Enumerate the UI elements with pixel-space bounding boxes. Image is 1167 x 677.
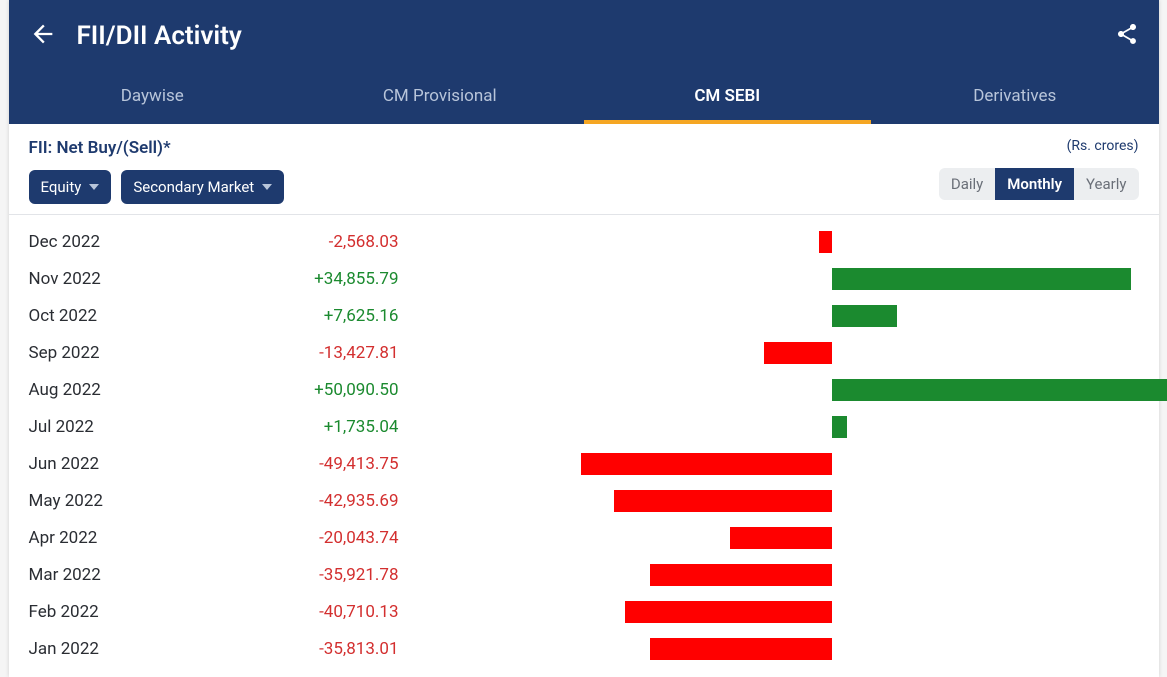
bar [832,268,1131,290]
chevron-down-icon [262,184,272,190]
row-label: Jun 2022 [29,454,199,474]
bar-cell [409,564,1139,586]
data-table: Dec 2022-2,568.03Nov 2022+34,855.79Oct 2… [9,214,1159,667]
bar-cell [409,342,1139,364]
row-value: -35,921.78 [199,565,409,585]
row-label: May 2022 [29,491,199,511]
bar-cell [409,453,1139,475]
bar-cell [409,527,1139,549]
table-row: Jun 2022-49,413.75 [29,445,1139,482]
bar [625,601,831,623]
table-row: Aug 2022+50,090.50 [29,371,1139,408]
section-title: FII: Net Buy/(Sell)* [29,138,285,158]
tab-label: Derivatives [973,86,1056,106]
row-value: -20,043.74 [199,528,409,548]
row-value: +34,855.79 [199,269,409,289]
row-value: +1,735.04 [199,417,409,437]
row-label: Jul 2022 [29,417,199,437]
period-daily[interactable]: Daily [939,168,995,200]
table-row: Apr 2022-20,043.74 [29,519,1139,556]
table-row: Dec 2022-2,568.03 [29,223,1139,260]
back-icon[interactable] [29,20,57,52]
bar [614,490,832,512]
row-label: Nov 2022 [29,269,199,289]
row-label: Aug 2022 [29,380,199,400]
bar [581,453,832,475]
tabs: Daywise CM Provisional CM SEBI Derivatives [9,72,1159,124]
tab-label: CM Provisional [383,86,497,106]
bar-cell [409,416,1139,438]
row-value: +50,090.50 [199,380,409,400]
bar [764,342,832,364]
row-value: -49,413.75 [199,454,409,474]
row-value: +7,625.16 [199,306,409,326]
category-dropdown-label: Equity [41,178,82,196]
table-row: Oct 2022+7,625.16 [29,297,1139,334]
market-dropdown[interactable]: Secondary Market [121,170,284,204]
bar-cell [409,638,1139,660]
share-icon[interactable] [1115,22,1139,50]
period-monthly[interactable]: Monthly [995,168,1074,200]
table-row: Nov 2022+34,855.79 [29,260,1139,297]
period-toggle: DailyMonthlyYearly [939,168,1139,200]
bar-cell [409,231,1139,253]
tab-daywise[interactable]: Daywise [9,72,297,124]
table-row: Jul 2022+1,735.04 [29,408,1139,445]
bar-cell [409,305,1139,327]
row-value: -2,568.03 [199,232,409,252]
row-label: Sep 2022 [29,343,199,363]
tab-cm-sebi[interactable]: CM SEBI [584,72,872,124]
bar-cell [409,490,1139,512]
header: FII/DII Activity [9,0,1159,72]
row-label: Jan 2022 [29,639,199,659]
bar-cell [409,268,1139,290]
row-value: -40,710.13 [199,602,409,622]
bar [819,231,832,253]
bar [650,564,832,586]
period-yearly[interactable]: Yearly [1074,168,1138,200]
tab-label: Daywise [121,86,184,106]
bar-cell [409,379,1139,401]
market-dropdown-label: Secondary Market [133,178,254,196]
table-row: Mar 2022-35,921.78 [29,556,1139,593]
tab-label: CM SEBI [694,86,760,106]
unit-label: (Rs. crores) [939,138,1139,154]
table-row: Sep 2022-13,427.81 [29,334,1139,371]
category-dropdown[interactable]: Equity [29,170,112,204]
chevron-down-icon [89,184,99,190]
row-value: -42,935.69 [199,491,409,511]
table-row: Feb 2022-40,710.13 [29,593,1139,630]
row-label: Oct 2022 [29,306,199,326]
bar [730,527,832,549]
bar-cell [409,601,1139,623]
table-row: May 2022-42,935.69 [29,482,1139,519]
tab-derivatives[interactable]: Derivatives [871,72,1159,124]
row-label: Feb 2022 [29,602,199,622]
bar [832,305,897,327]
table-row: Jan 2022-35,813.01 [29,630,1139,667]
bar [650,638,832,660]
row-value: -13,427.81 [199,343,409,363]
row-label: Dec 2022 [29,232,199,252]
row-label: Mar 2022 [29,565,199,585]
bar [832,379,1167,401]
bar [832,416,847,438]
tab-cm-provisional[interactable]: CM Provisional [296,72,584,124]
row-label: Apr 2022 [29,528,199,548]
page-title: FII/DII Activity [77,21,242,51]
row-value: -35,813.01 [199,639,409,659]
